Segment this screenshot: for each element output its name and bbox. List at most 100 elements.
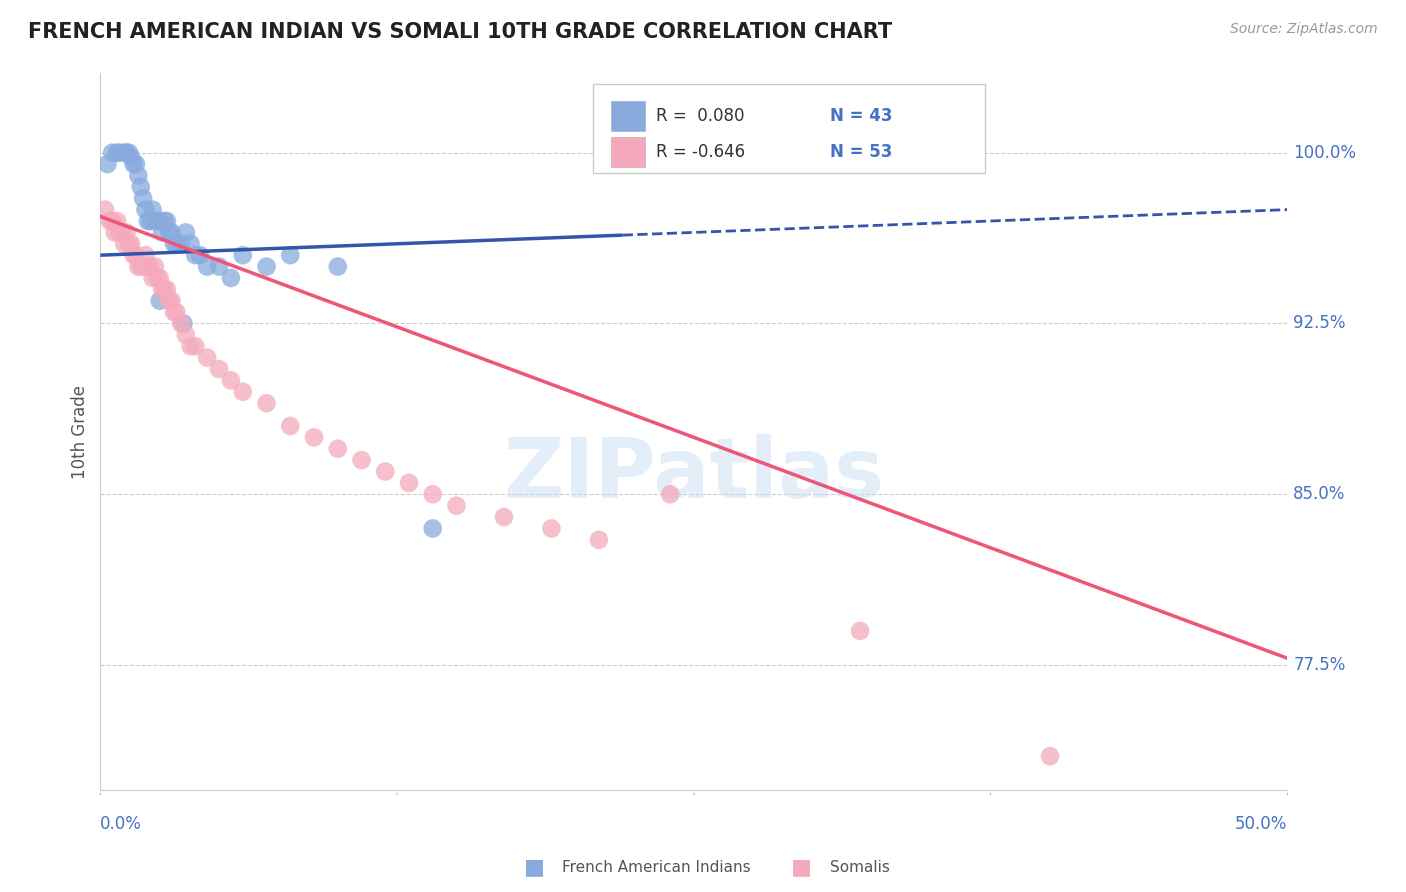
Point (122, 157, 145, 171)
Point (180, 236, 202, 251)
Point (142, 271, 165, 285)
Point (256, 260, 278, 274)
Point (174, 226, 197, 240)
Point (174, 327, 197, 342)
FancyBboxPatch shape (593, 84, 984, 173)
Point (232, 248, 254, 262)
Point (111, 226, 134, 240)
Point (157, 293, 180, 308)
Point (146, 271, 169, 285)
Point (1039, 749, 1062, 764)
Point (101, 214, 124, 228)
Point (153, 282, 176, 296)
Point (122, 248, 145, 262)
Point (127, 169, 149, 183)
Point (115, 145, 138, 160)
Text: FRENCH AMERICAN INDIAN VS SOMALI 10TH GRADE CORRELATION CHART: FRENCH AMERICAN INDIAN VS SOMALI 10TH GR… (28, 22, 893, 42)
Point (132, 191, 155, 205)
Text: ■: ■ (524, 857, 544, 877)
Point (398, 475, 420, 490)
Text: N = 43: N = 43 (831, 107, 893, 125)
Point (129, 179, 152, 194)
Point (232, 384, 254, 399)
Point (195, 260, 218, 274)
Point (208, 362, 231, 376)
Text: French American Indians: French American Indians (562, 860, 751, 874)
Point (143, 214, 166, 228)
Point (120, 150, 142, 164)
Text: N = 53: N = 53 (831, 144, 893, 161)
Text: 85.0%: 85.0% (1294, 485, 1346, 503)
Point (278, 419, 301, 434)
Point (125, 248, 148, 262)
Point (219, 271, 242, 285)
Point (163, 305, 186, 319)
Point (170, 236, 193, 251)
Point (139, 214, 162, 228)
Point (112, 236, 135, 251)
Point (184, 248, 207, 262)
Point (120, 236, 142, 251)
Text: ■: ■ (792, 857, 811, 877)
Point (127, 260, 149, 274)
FancyBboxPatch shape (610, 137, 645, 168)
Point (374, 465, 396, 479)
Point (160, 293, 183, 308)
Text: ZIPatlas: ZIPatlas (503, 434, 884, 516)
Point (659, 487, 682, 501)
Point (108, 226, 131, 240)
Text: 50.0%: 50.0% (1234, 815, 1288, 833)
Point (129, 260, 152, 274)
Text: Source: ZipAtlas.com: Source: ZipAtlas.com (1230, 22, 1378, 37)
Point (302, 430, 325, 444)
Point (163, 236, 186, 251)
Text: 0.0%: 0.0% (100, 815, 142, 833)
Point (156, 282, 179, 296)
Point (188, 248, 211, 262)
Text: R = -0.646: R = -0.646 (655, 144, 745, 161)
Point (118, 236, 141, 251)
Point (180, 339, 202, 353)
Point (219, 373, 242, 387)
Text: 100.0%: 100.0% (1294, 144, 1357, 161)
Point (150, 282, 173, 296)
FancyBboxPatch shape (610, 101, 645, 131)
Y-axis label: 10th Grade: 10th Grade (72, 384, 89, 479)
Point (134, 248, 156, 262)
Point (149, 293, 172, 308)
Point (98, 214, 121, 228)
Point (142, 202, 165, 217)
Point (184, 339, 207, 353)
Point (172, 317, 194, 331)
Point (134, 202, 156, 217)
Text: Somalis: Somalis (830, 860, 890, 874)
Point (118, 145, 141, 160)
Point (170, 317, 193, 331)
Point (96, 157, 118, 171)
Text: 77.5%: 77.5% (1294, 657, 1346, 674)
Point (143, 260, 166, 274)
Point (112, 145, 135, 160)
Point (149, 271, 172, 285)
Point (146, 214, 169, 228)
Point (208, 260, 231, 274)
Point (422, 487, 444, 501)
Point (104, 226, 127, 240)
Point (125, 157, 148, 171)
Point (165, 236, 187, 251)
Point (149, 214, 172, 228)
Point (160, 226, 183, 240)
Point (588, 533, 610, 547)
Point (195, 351, 218, 365)
Point (136, 214, 159, 228)
Point (94, 202, 117, 217)
Point (136, 260, 159, 274)
Point (101, 145, 124, 160)
Point (422, 521, 444, 535)
Point (326, 260, 349, 274)
Point (540, 521, 562, 535)
Point (139, 260, 162, 274)
Point (165, 305, 187, 319)
Point (849, 624, 872, 638)
Point (132, 260, 155, 274)
